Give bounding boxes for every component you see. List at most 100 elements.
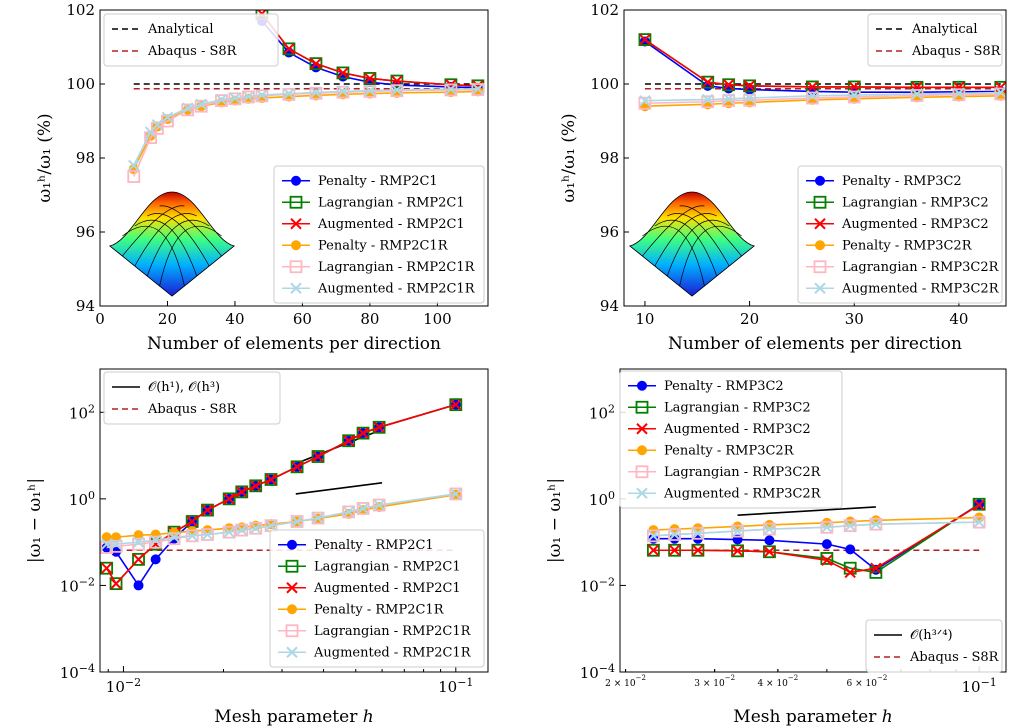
data-point <box>356 502 370 515</box>
legend-marker <box>285 624 299 638</box>
x-tick-label: 40 <box>949 310 968 328</box>
y-axis-label: ω₁ʰ/ω₁ (%) <box>35 113 55 202</box>
data-point <box>692 544 704 556</box>
data-point <box>312 512 324 524</box>
dome-gridline <box>159 225 222 287</box>
data-point <box>373 421 385 434</box>
axes-frame <box>99 368 489 673</box>
dome-gridline <box>654 213 717 267</box>
data-point <box>974 512 985 523</box>
data-point <box>311 511 325 525</box>
legend-label: Lagrangian - RMP3C2 <box>664 400 811 415</box>
dome-gridline <box>654 219 718 277</box>
data-point <box>357 502 369 515</box>
legend-box <box>867 13 1003 67</box>
data-point <box>763 523 776 535</box>
dome-gridline <box>134 213 197 267</box>
data-point <box>391 84 403 96</box>
data-point <box>668 528 681 541</box>
dome-gridline <box>147 213 210 267</box>
data-point <box>109 539 123 553</box>
dome-gridline <box>134 219 198 277</box>
y-axis-label: |ω₁ − ω₁ʰ| <box>25 478 45 563</box>
series-line <box>133 90 478 170</box>
data-point <box>364 72 376 85</box>
data-point <box>128 159 140 172</box>
data-point <box>639 94 651 107</box>
data-point <box>290 460 304 474</box>
x-axis-label: Mesh parameter h <box>214 707 373 727</box>
data-point <box>337 85 349 98</box>
x-tick-label: 10−1 <box>961 676 996 696</box>
series-line <box>644 93 1001 105</box>
data-point <box>109 577 123 591</box>
data-point <box>132 536 145 548</box>
legend-label: Lagrangian - RMP3C2R <box>664 465 822 480</box>
data-point <box>337 67 349 79</box>
legend-marker <box>286 646 298 658</box>
data-point <box>182 102 194 114</box>
data-point <box>100 561 114 575</box>
data-point <box>668 544 681 556</box>
x-axis-label: Number of elements per direction <box>668 334 962 354</box>
y-tick-label: 96 <box>600 223 619 241</box>
y-tick-label: 100 <box>66 75 95 93</box>
dome-inset-1 <box>629 191 755 297</box>
dome-gridline <box>666 219 730 277</box>
dome-surface <box>629 191 755 297</box>
legend-marker <box>813 260 827 274</box>
legend-label: Penalty - RMP2C1R <box>314 602 445 617</box>
data-point <box>722 79 735 91</box>
data-point <box>763 546 776 558</box>
legend-marker <box>814 218 826 230</box>
y-tick-label: 98 <box>600 149 619 167</box>
legend-marker <box>635 400 649 414</box>
data-point <box>290 515 304 528</box>
data-point <box>973 516 985 528</box>
legend-label: Abaqus - S8R <box>147 402 238 417</box>
series-line <box>133 88 478 177</box>
data-point <box>132 553 145 566</box>
data-point <box>342 435 355 447</box>
data-point <box>149 535 163 549</box>
y-tick-label: 10−4 <box>60 662 95 682</box>
data-point <box>133 580 144 591</box>
data-point <box>844 566 856 579</box>
chart-panel-1: 0 20 40 60 80 100 94 96 98 100 102 Number of elemen… <box>35 1 489 354</box>
data-point <box>168 531 180 543</box>
dome-gridline <box>122 205 185 257</box>
legend-marker <box>289 195 303 209</box>
data-point <box>336 66 350 80</box>
data-point <box>249 479 263 493</box>
data-point <box>848 89 860 101</box>
data-point <box>249 522 262 534</box>
legend-marker <box>814 282 826 294</box>
data-point <box>821 521 833 534</box>
legend-label: Penalty - RMP3C2 <box>842 174 962 189</box>
data-point <box>973 499 985 511</box>
y-tick-label: 10−2 <box>60 575 95 595</box>
data-point <box>151 118 164 131</box>
legend-label: Abaqus - S8R <box>909 650 1000 665</box>
legend-label: Analytical <box>147 22 214 37</box>
dome-gridline <box>642 225 705 287</box>
x-minor-tick-label: 6 × 10−2 <box>847 674 888 689</box>
legend-marker <box>636 423 648 435</box>
data-point <box>373 499 385 511</box>
legend-box <box>103 13 279 67</box>
data-point <box>201 528 214 541</box>
chart-panel-2: 10 20 30 40 94 96 98 100 102 Number of elements p… <box>559 1 1007 354</box>
data-point <box>647 530 660 542</box>
y-tick-label: 100 <box>590 75 619 93</box>
legend-box <box>865 619 1003 673</box>
data-point <box>702 93 714 106</box>
y-tick-label: 98 <box>76 149 95 167</box>
legend-marker <box>291 175 301 186</box>
data-point <box>186 530 198 542</box>
data-point <box>110 538 122 550</box>
legend-marker <box>637 445 647 456</box>
legend-box <box>619 370 843 509</box>
data-point <box>311 450 325 463</box>
x-tick-label: 20 <box>740 310 759 328</box>
